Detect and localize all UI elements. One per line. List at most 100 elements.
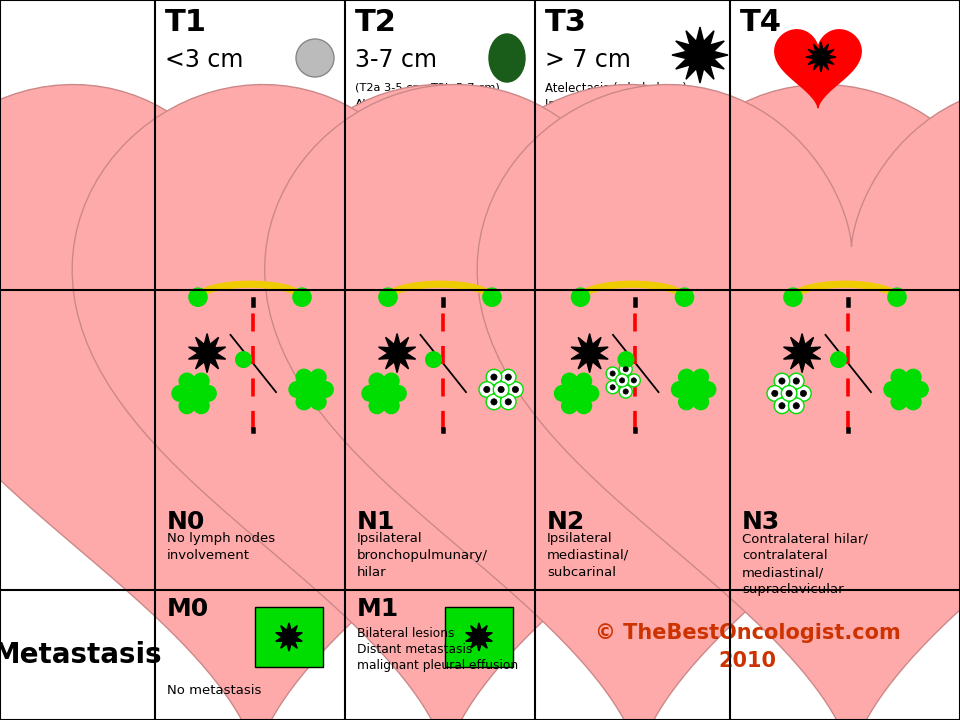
Circle shape xyxy=(293,288,311,306)
Circle shape xyxy=(619,363,633,376)
Polygon shape xyxy=(72,84,821,720)
Circle shape xyxy=(779,378,785,384)
Circle shape xyxy=(483,288,501,306)
Circle shape xyxy=(888,288,906,306)
Circle shape xyxy=(194,373,209,389)
Circle shape xyxy=(194,398,209,413)
Text: T4: T4 xyxy=(740,8,782,37)
Circle shape xyxy=(318,382,333,397)
Circle shape xyxy=(786,390,792,397)
Circle shape xyxy=(555,386,570,401)
Circle shape xyxy=(679,369,694,385)
Ellipse shape xyxy=(864,321,935,432)
Circle shape xyxy=(508,382,523,397)
Circle shape xyxy=(172,386,187,401)
Ellipse shape xyxy=(544,318,622,435)
Circle shape xyxy=(606,367,619,380)
Circle shape xyxy=(484,387,490,392)
Polygon shape xyxy=(806,42,836,72)
Text: Invasion
mediastinal organs/
vertebral bodies/
carina /tumor
nodules in differen: Invasion mediastinal organs/ vertebral b… xyxy=(740,115,864,208)
Circle shape xyxy=(615,374,629,387)
Circle shape xyxy=(676,288,693,306)
Circle shape xyxy=(884,382,900,397)
Circle shape xyxy=(905,394,921,410)
Text: T3: T3 xyxy=(545,8,587,37)
Ellipse shape xyxy=(269,321,341,432)
Circle shape xyxy=(618,352,634,367)
Circle shape xyxy=(891,394,907,410)
Circle shape xyxy=(379,288,397,306)
Circle shape xyxy=(693,394,708,410)
Circle shape xyxy=(788,398,804,413)
Circle shape xyxy=(619,378,625,383)
Circle shape xyxy=(491,399,497,405)
Circle shape xyxy=(425,352,442,367)
Circle shape xyxy=(905,369,921,385)
Circle shape xyxy=(310,369,326,385)
Circle shape xyxy=(479,382,494,397)
Circle shape xyxy=(296,39,334,77)
Circle shape xyxy=(784,288,803,306)
Circle shape xyxy=(180,398,195,413)
Text: © TheBestOncologist.com
2010: © TheBestOncologist.com 2010 xyxy=(594,623,900,671)
Circle shape xyxy=(362,386,377,401)
Circle shape xyxy=(486,394,502,410)
Circle shape xyxy=(781,386,797,401)
Circle shape xyxy=(236,352,252,367)
Circle shape xyxy=(700,382,716,397)
Circle shape xyxy=(568,386,585,401)
Circle shape xyxy=(180,373,195,389)
Text: Lymph
node: Lymph node xyxy=(26,410,129,470)
Ellipse shape xyxy=(651,321,723,432)
Circle shape xyxy=(671,382,687,397)
Text: T2: T2 xyxy=(355,8,396,37)
Circle shape xyxy=(391,386,406,401)
Circle shape xyxy=(370,398,385,413)
Circle shape xyxy=(891,369,907,385)
Polygon shape xyxy=(188,333,226,373)
Circle shape xyxy=(289,382,304,397)
Text: Ipsilateral
mediastinal/
subcarinal: Ipsilateral mediastinal/ subcarinal xyxy=(547,532,629,579)
Circle shape xyxy=(505,374,512,380)
Circle shape xyxy=(562,373,577,389)
Circle shape xyxy=(610,384,615,390)
Circle shape xyxy=(383,373,399,389)
Circle shape xyxy=(576,398,591,413)
Circle shape xyxy=(310,394,326,410)
Circle shape xyxy=(189,288,207,306)
Circle shape xyxy=(370,373,385,389)
Text: Bilateral lesions
Distant metastasis
malignant pleural effusion: Bilateral lesions Distant metastasis mal… xyxy=(357,627,518,672)
Circle shape xyxy=(201,386,216,401)
Text: N3: N3 xyxy=(742,510,780,534)
Polygon shape xyxy=(477,84,960,720)
Text: > 7 cm: > 7 cm xyxy=(545,48,631,72)
Polygon shape xyxy=(466,623,492,651)
Circle shape xyxy=(685,382,702,397)
Circle shape xyxy=(562,398,577,413)
Circle shape xyxy=(303,382,319,397)
Circle shape xyxy=(801,390,806,397)
Circle shape xyxy=(899,382,914,397)
Polygon shape xyxy=(265,84,960,720)
Ellipse shape xyxy=(489,34,525,82)
Text: N0: N0 xyxy=(167,510,205,534)
Text: (T2a 3-5 cm; T2b 5-7 cm): (T2a 3-5 cm; T2b 5-7 cm) xyxy=(355,82,500,92)
Circle shape xyxy=(772,390,778,397)
Bar xyxy=(255,607,323,667)
Circle shape xyxy=(779,402,785,409)
Text: Contralateral hilar/
contralateral
mediastinal/
supraclavicular: Contralateral hilar/ contralateral media… xyxy=(742,532,868,596)
Circle shape xyxy=(186,386,202,401)
Text: Tumor size: Tumor size xyxy=(0,131,161,159)
Circle shape xyxy=(500,369,516,385)
Polygon shape xyxy=(571,333,608,373)
Circle shape xyxy=(774,398,790,413)
Circle shape xyxy=(513,387,518,392)
Circle shape xyxy=(486,369,502,385)
Ellipse shape xyxy=(459,321,530,432)
Text: Atelectasis
(part of lung)
Invasion: Visceral
pleura, main bronchus
≥ 2 cm from : Atelectasis (part of lung) Invasion: Vis… xyxy=(355,98,495,175)
Circle shape xyxy=(493,382,509,397)
Circle shape xyxy=(583,386,599,401)
Text: No lymph nodes
involvement: No lymph nodes involvement xyxy=(167,532,276,562)
Text: 3-7 cm: 3-7 cm xyxy=(355,48,437,72)
Polygon shape xyxy=(783,333,821,373)
